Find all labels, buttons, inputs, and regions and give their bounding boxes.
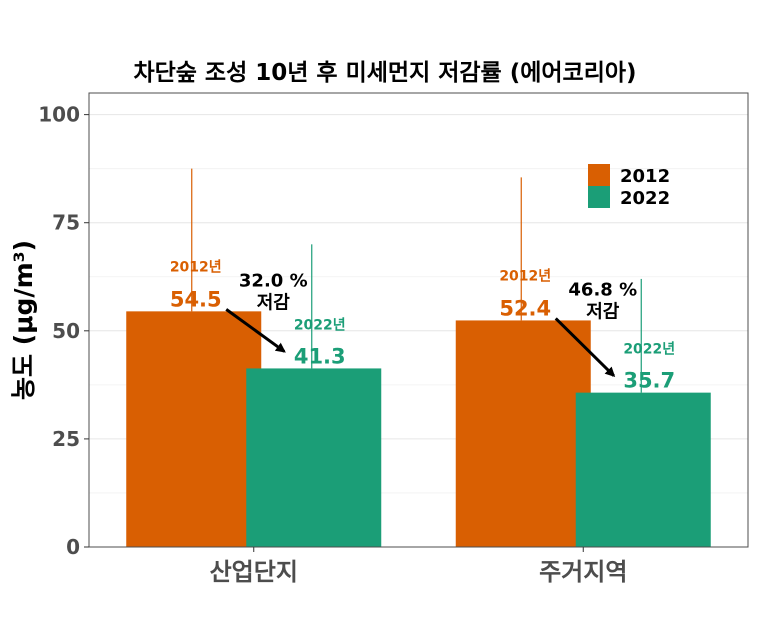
bar-2012-1	[455, 320, 591, 547]
y-tick-label: 100	[38, 103, 80, 127]
x-tick-label: 주거지역	[539, 558, 627, 586]
reduction-percent: 46.8 %	[568, 279, 637, 300]
legend-key-2012	[588, 164, 610, 186]
bars	[126, 168, 711, 547]
y-tick-label: 50	[52, 319, 80, 343]
axes: 0 25 50 75 100 산업단지 주거지역	[38, 103, 627, 586]
reduction-text: 저감	[257, 292, 291, 313]
reduction-percent: 32.0 %	[239, 270, 308, 291]
value-label-2012: 52.4	[499, 296, 551, 320]
value-label-2022: 35.7	[623, 369, 675, 393]
value-label-2012: 54.5	[170, 287, 222, 311]
legend-label-2012: 2012	[620, 166, 670, 187]
year-label-2022: 2022년	[623, 342, 675, 358]
y-tick-label: 25	[52, 427, 80, 451]
plot-panel-border	[88, 92, 749, 548]
chart-title: 차단숲 조성 10년 후 미세먼지 저감률 (에어코리아)	[133, 60, 636, 86]
legend-key-2022	[588, 186, 610, 208]
reduction-arrow	[554, 317, 616, 378]
bar-2022-0	[246, 368, 382, 547]
bar-2012-0	[126, 311, 262, 547]
year-label-2012: 2012년	[499, 268, 551, 284]
x-tick-label: 산업단지	[210, 558, 298, 586]
y-tick-label: 0	[66, 535, 80, 559]
y-tick-label: 75	[52, 211, 80, 235]
reduction-arrow	[225, 308, 286, 353]
year-label-2012: 2012년	[170, 259, 222, 275]
legend-label-2022: 2022	[620, 188, 670, 209]
y-axis-label: 농도 (μg/m³)	[9, 240, 38, 400]
reduction-text: 저감	[586, 301, 620, 322]
bar-2022-1	[575, 392, 711, 547]
year-label-2022: 2022년	[294, 317, 346, 333]
value-label-2022: 41.3	[294, 344, 346, 368]
